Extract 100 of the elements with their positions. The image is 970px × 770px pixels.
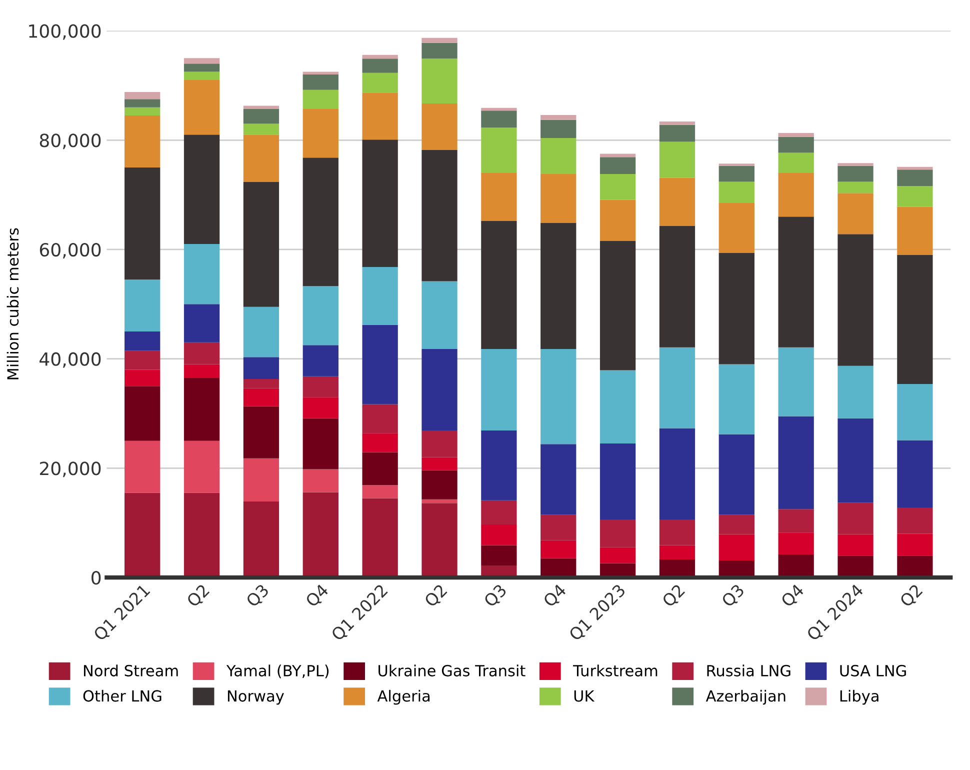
bar — [659, 124, 696, 142]
legend-label: Other LNG — [83, 690, 162, 702]
legend-label: UK — [574, 690, 595, 702]
bar — [838, 556, 874, 578]
bar — [302, 376, 338, 398]
bar — [302, 492, 338, 578]
bar — [659, 142, 696, 178]
bar — [897, 254, 933, 384]
bar — [124, 386, 160, 441]
bar — [422, 430, 458, 458]
bar — [481, 430, 517, 500]
bar — [124, 440, 160, 493]
bar — [718, 534, 754, 561]
bar — [422, 150, 458, 282]
bar — [838, 234, 874, 366]
bar — [540, 222, 576, 349]
y-tick-label: 0 — [92, 570, 101, 585]
bar — [540, 444, 576, 515]
bar — [718, 182, 754, 204]
bar — [481, 524, 517, 546]
bar — [481, 128, 517, 173]
bar — [481, 221, 517, 349]
bar — [659, 122, 696, 125]
bar — [184, 58, 220, 64]
bar — [422, 470, 458, 500]
bar — [184, 364, 220, 378]
bar — [778, 509, 814, 533]
bar — [422, 42, 458, 59]
bar — [243, 379, 280, 388]
bar — [659, 428, 696, 520]
x-tick-label: Q3 — [720, 584, 746, 609]
bar — [243, 306, 280, 358]
bar — [243, 182, 280, 307]
bar — [897, 170, 933, 186]
bar — [302, 397, 338, 418]
bar — [302, 418, 338, 470]
bar — [184, 304, 220, 342]
bar — [481, 545, 517, 566]
bar — [362, 54, 398, 59]
y-tick-label: 20,000 — [40, 462, 101, 478]
bar — [897, 166, 933, 170]
bar — [362, 92, 398, 140]
bar — [422, 503, 458, 578]
bar — [243, 406, 280, 458]
bar — [897, 186, 933, 207]
bar — [600, 174, 636, 200]
bar — [184, 64, 220, 72]
bar — [184, 378, 220, 441]
bar — [243, 458, 280, 502]
bar — [540, 514, 576, 540]
bar — [422, 58, 458, 104]
bar — [302, 108, 338, 158]
x-tick-label: Q3 — [245, 584, 271, 609]
bar — [659, 178, 696, 226]
bar — [897, 508, 933, 534]
bar — [422, 38, 458, 43]
bar — [422, 281, 458, 349]
bar — [302, 72, 338, 75]
bar — [243, 108, 280, 124]
bar — [302, 286, 338, 346]
bar — [362, 72, 398, 93]
bar — [600, 200, 636, 241]
bar — [184, 244, 220, 304]
x-tick-label: Q4 — [780, 583, 806, 609]
bar — [778, 416, 814, 510]
bar — [243, 357, 280, 380]
bar — [897, 534, 933, 556]
y-tick-label: 60,000 — [40, 242, 101, 258]
x-tick-label: Q2 — [899, 584, 924, 609]
bar — [243, 388, 280, 406]
legend-label: USA LNG — [840, 664, 906, 676]
bar — [838, 163, 874, 166]
bar — [778, 532, 814, 555]
bar — [897, 206, 933, 255]
bar — [302, 90, 338, 109]
bar — [718, 364, 754, 434]
bar — [600, 520, 636, 548]
x-tick-label: Q3 — [483, 584, 508, 609]
bar — [243, 106, 280, 109]
bar — [362, 324, 398, 404]
bar — [124, 370, 160, 386]
bar — [718, 203, 754, 253]
bar — [659, 347, 696, 428]
bar — [600, 157, 636, 174]
bar — [302, 469, 338, 492]
x-tick-label: Q4 — [542, 583, 568, 609]
bar — [778, 133, 814, 137]
bar — [778, 172, 814, 217]
bar — [897, 384, 933, 440]
bar — [184, 440, 220, 493]
bar — [184, 134, 220, 244]
bar — [600, 240, 636, 370]
bar — [362, 140, 398, 267]
bar — [659, 545, 696, 560]
bar — [838, 193, 874, 234]
legend-label: Russia LNG — [707, 664, 790, 676]
bar — [718, 434, 754, 515]
bar — [302, 74, 338, 90]
bar — [243, 124, 280, 135]
legend-label: Norway — [228, 690, 284, 705]
